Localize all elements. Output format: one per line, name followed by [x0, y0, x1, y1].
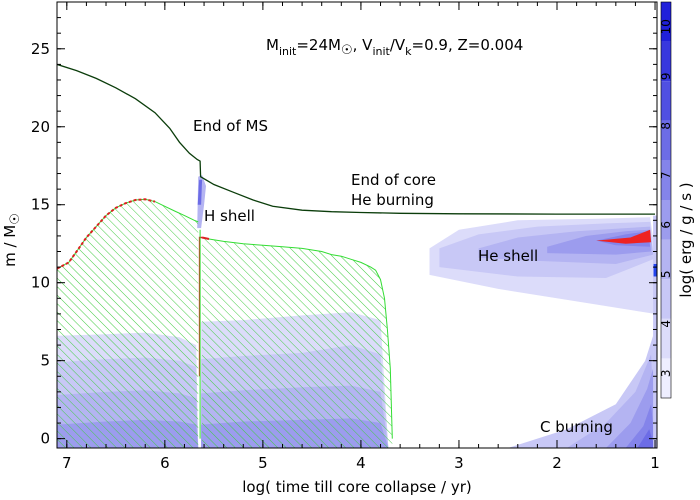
colorbar-tick-label: 8: [659, 122, 673, 130]
x-tick-label: 1: [650, 454, 660, 472]
c-burning-layer: [637, 429, 655, 448]
x-tick-label: 5: [258, 454, 268, 472]
h-shell-burning-peak: [197, 179, 203, 205]
colorbar-band: [661, 358, 671, 398]
annotation-h-shell: H shell: [204, 207, 255, 225]
colorbar-band: [661, 2, 671, 42]
y-tick-label: 0: [40, 430, 50, 448]
colorbar-label: log( erg / g / s ): [677, 182, 695, 297]
he-core-boundary: [201, 237, 393, 439]
x-tick-label: 3: [454, 454, 464, 472]
y-tick-label: 20: [31, 118, 50, 136]
plot-frame: [56, 1, 658, 449]
colorbar-tick-label: 5: [659, 270, 673, 278]
colorbar-tick-label: 6: [659, 221, 673, 229]
colorbar-tick-label: 10: [659, 19, 673, 34]
colorbar-tick-label: 7: [659, 171, 673, 179]
ms-core-edge-red: [57, 198, 156, 270]
he-convective-core: [202, 237, 393, 448]
colorbar-band: [661, 160, 671, 200]
annotation-end-core-he-2: He burning: [351, 191, 434, 209]
late-burning-edge: [653, 215, 657, 448]
chart-title: Minit=24M☉, Vinit/Vk=0.9, Z=0.004: [266, 36, 523, 58]
colorbar-tick-label: 4: [659, 320, 673, 328]
annotation-end-of-ms: End of MS: [193, 117, 268, 135]
y-axis: 0 5 10 15 20 25: [31, 17, 657, 448]
ms-convective-core: [57, 199, 199, 448]
colorbar-tick-label: 9: [659, 72, 673, 80]
y-tick-label: 5: [40, 352, 50, 370]
annotation-c-burning: C burning: [540, 418, 613, 436]
colorbar-tick-label: 3: [659, 369, 673, 377]
convective-zones: [57, 199, 393, 448]
x-tick-label: 7: [62, 454, 72, 472]
x-axis-label: log( time till core collapse / yr): [242, 478, 472, 496]
mass-boundaries: [57, 63, 655, 439]
he-core-edge-red: [201, 236, 210, 240]
y-axis-label: m / M☉: [1, 213, 23, 267]
annotation-he-shell: He shell: [478, 247, 538, 265]
colorbar-band: [661, 239, 671, 280]
colorbar-band: [661, 41, 671, 82]
colorbar-band: [661, 200, 671, 240]
x-axis: 7 6 5 4 3 2 1: [62, 2, 660, 472]
colorbar-band: [661, 279, 671, 319]
colorbar-band: [661, 81, 671, 121]
x-tick-label: 6: [160, 454, 170, 472]
he-shell-peak-streak: [596, 229, 652, 244]
y-tick-label: 15: [31, 196, 50, 214]
y-tick-label: 25: [31, 40, 50, 58]
colorbar-band: [661, 318, 671, 359]
y-tick-label: 10: [31, 274, 50, 292]
total-mass-line: [57, 63, 655, 215]
colorbar: 3 4 5 6 7 8 9 10: [659, 1, 673, 399]
colorbar-frame: [660, 1, 672, 399]
annotation-end-core-he-1: End of core: [351, 171, 436, 189]
late-burning-spot: [653, 263, 657, 277]
colorbar-band: [661, 120, 671, 161]
x-tick-label: 2: [552, 454, 562, 472]
x-tick-label: 4: [356, 454, 366, 472]
